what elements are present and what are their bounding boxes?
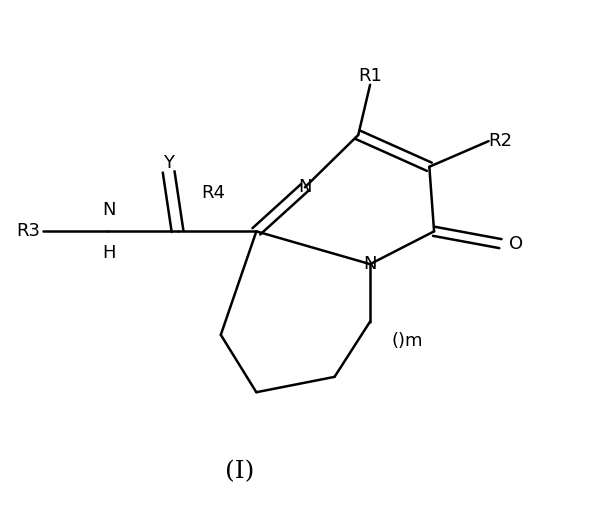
Text: ()m: ()m: [392, 332, 423, 350]
Text: R1: R1: [358, 67, 382, 85]
Text: R4: R4: [201, 184, 225, 203]
Text: H: H: [103, 244, 116, 262]
Text: N: N: [364, 255, 377, 273]
Text: O: O: [509, 235, 523, 253]
Text: N: N: [298, 178, 312, 196]
Text: N: N: [103, 200, 116, 219]
Text: Y: Y: [163, 154, 174, 172]
Text: (I): (I): [225, 460, 254, 483]
Text: R2: R2: [489, 132, 512, 150]
Text: R3: R3: [16, 222, 40, 240]
